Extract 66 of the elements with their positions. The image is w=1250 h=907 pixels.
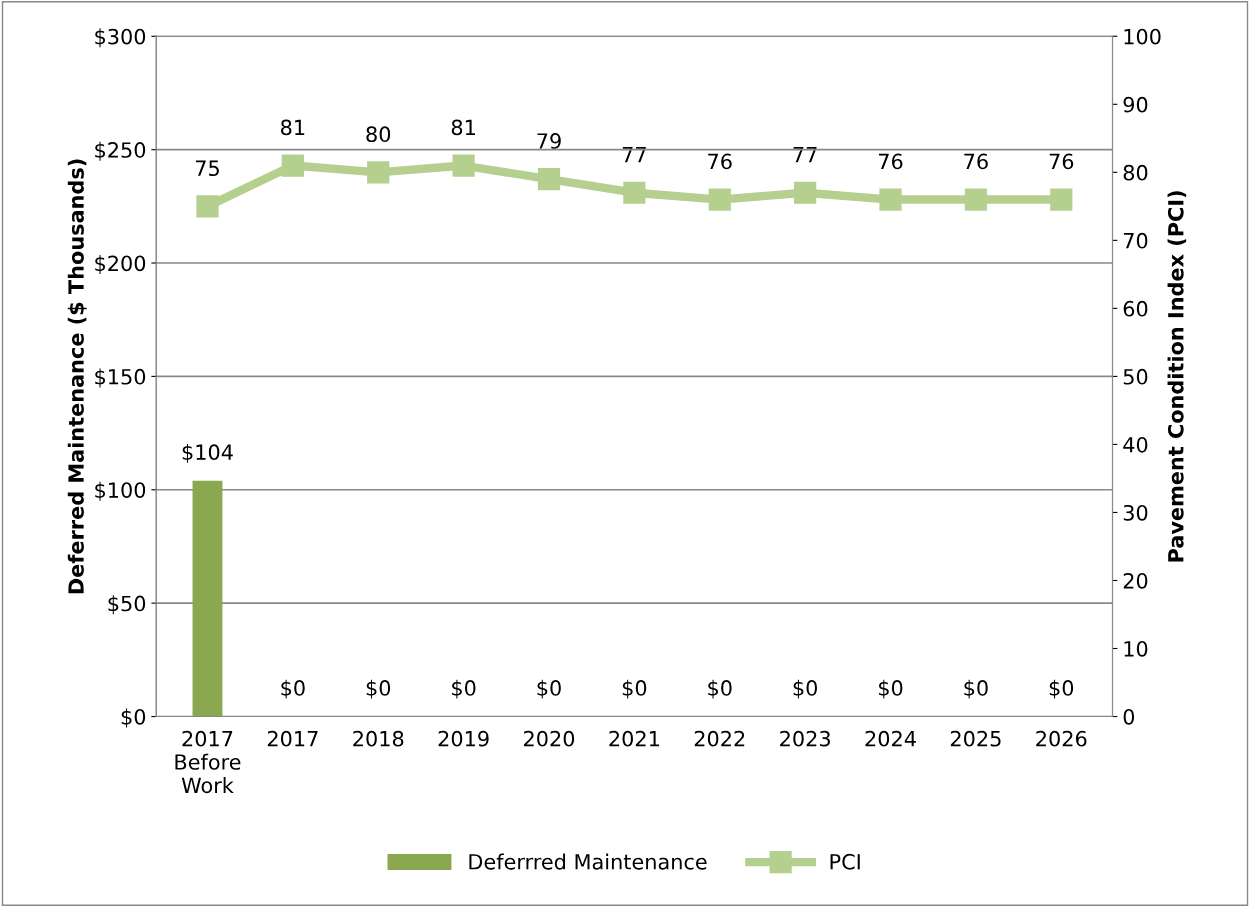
data-label: $0 [878,679,903,699]
x-tick-label: 2023 [780,730,830,747]
data-label: $0 [964,679,988,699]
point [879,188,902,211]
x-tick-label: 2026 [1036,730,1087,747]
point [196,195,219,218]
y-tick-label: $150 [95,368,146,388]
x-tick-label: 2020 [524,730,575,747]
data-label: $0 [452,679,476,699]
point [964,188,988,211]
data-label: $0 [622,679,647,699]
data-label: 76 [878,153,903,170]
y-tick-label: $100 [95,481,146,501]
data-label: 80 [366,126,391,143]
y2-axis-title: Pavement Condition Index (PCI) [1167,191,1187,562]
x-tick-label: 2022 [694,730,745,747]
data-label: 76 [708,153,732,170]
x-tick-label: 2017 [267,730,318,747]
y-tick-label: $250 [95,141,146,161]
point [623,181,646,204]
data-label: $0 [793,679,818,699]
legend-label: Deferrred Maintenance [469,853,707,870]
data-label: $0 [537,679,561,699]
data-label: 76 [1049,153,1074,170]
y-tick-label: $300 [95,28,146,48]
data-label: 77 [622,146,646,163]
x-tick-label: 2025 [950,730,1001,747]
y2-tick-label: 100 [1124,28,1161,45]
data-label: $104 [182,443,233,463]
data-label: $0 [366,679,391,699]
point [281,154,304,177]
data-label: 75 [195,160,219,177]
point [1050,188,1073,211]
x-tick-label: 2017 Before Work [175,730,241,794]
y-tick-label: $200 [95,255,146,275]
data-label: $0 [281,679,305,699]
x-tick-label: 2018 [353,730,404,747]
x-tick-label: 2024 [865,730,916,747]
y2-tick-label: 90 [1123,96,1148,113]
point [537,168,561,191]
data-label: 81 [281,119,305,136]
data-label: 76 [964,153,988,170]
data-label: $0 [1049,679,1074,699]
y2-tick-label: 40 [1123,436,1148,453]
y-tick-label: $0 [121,708,146,728]
y2-tick-label: 80 [1123,164,1148,181]
y-tick-label: $50 [108,595,146,615]
y2-tick-label: 10 [1124,640,1148,657]
point [367,161,390,184]
x-tick-label: 2021 [609,730,659,747]
y2-tick-label: 50 [1123,368,1148,385]
y2-tick-label: 30 [1123,504,1148,521]
point [794,181,817,204]
y2-tick-label: 70 [1123,232,1148,249]
x-tick-label: 2019 [438,730,489,747]
y2-tick-label: 0 [1123,708,1135,725]
legend-label: PCI [830,853,860,870]
point [452,154,475,177]
y2-tick-label: 20 [1123,572,1148,589]
point [708,188,731,211]
data-label: 77 [793,146,817,163]
data-label: $0 [708,679,732,699]
data-label: 81 [451,119,475,136]
data-label: 79 [537,133,561,149]
y-axis-title: Deferred Maintenance ($ Thousands) [67,159,87,594]
y2-tick-label: 60 [1123,300,1148,317]
